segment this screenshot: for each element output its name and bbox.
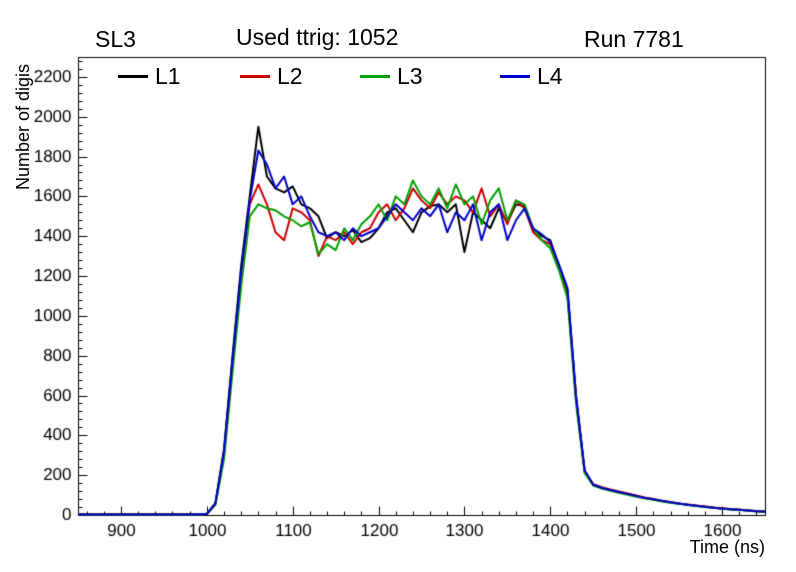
legend-entry-l4: L4 <box>500 62 563 90</box>
legend-label-l1: L1 <box>155 62 181 89</box>
y-axis-title: Number of digis <box>13 63 33 190</box>
run-title: Run 7781 <box>584 26 684 52</box>
x-axis-title: Time (ns) <box>689 537 765 557</box>
legend: L1 L2 L3 L4 <box>0 62 796 90</box>
legend-line-l2-icon <box>240 74 270 78</box>
legend-label-l2: L2 <box>277 62 303 89</box>
legend-label-l4: L4 <box>537 62 563 89</box>
ttrig-title: Used ttrig: 1052 <box>236 24 399 50</box>
legend-entry-l1: L1 <box>118 62 181 90</box>
legend-entry-l2: L2 <box>240 62 303 90</box>
legend-line-l4-icon <box>500 74 530 78</box>
legend-line-l1-icon <box>118 74 148 78</box>
superlayer-title: SL3 <box>95 26 136 52</box>
legend-entry-l3: L3 <box>360 62 423 90</box>
legend-label-l3: L3 <box>397 62 423 89</box>
legend-line-l3-icon <box>360 74 390 78</box>
